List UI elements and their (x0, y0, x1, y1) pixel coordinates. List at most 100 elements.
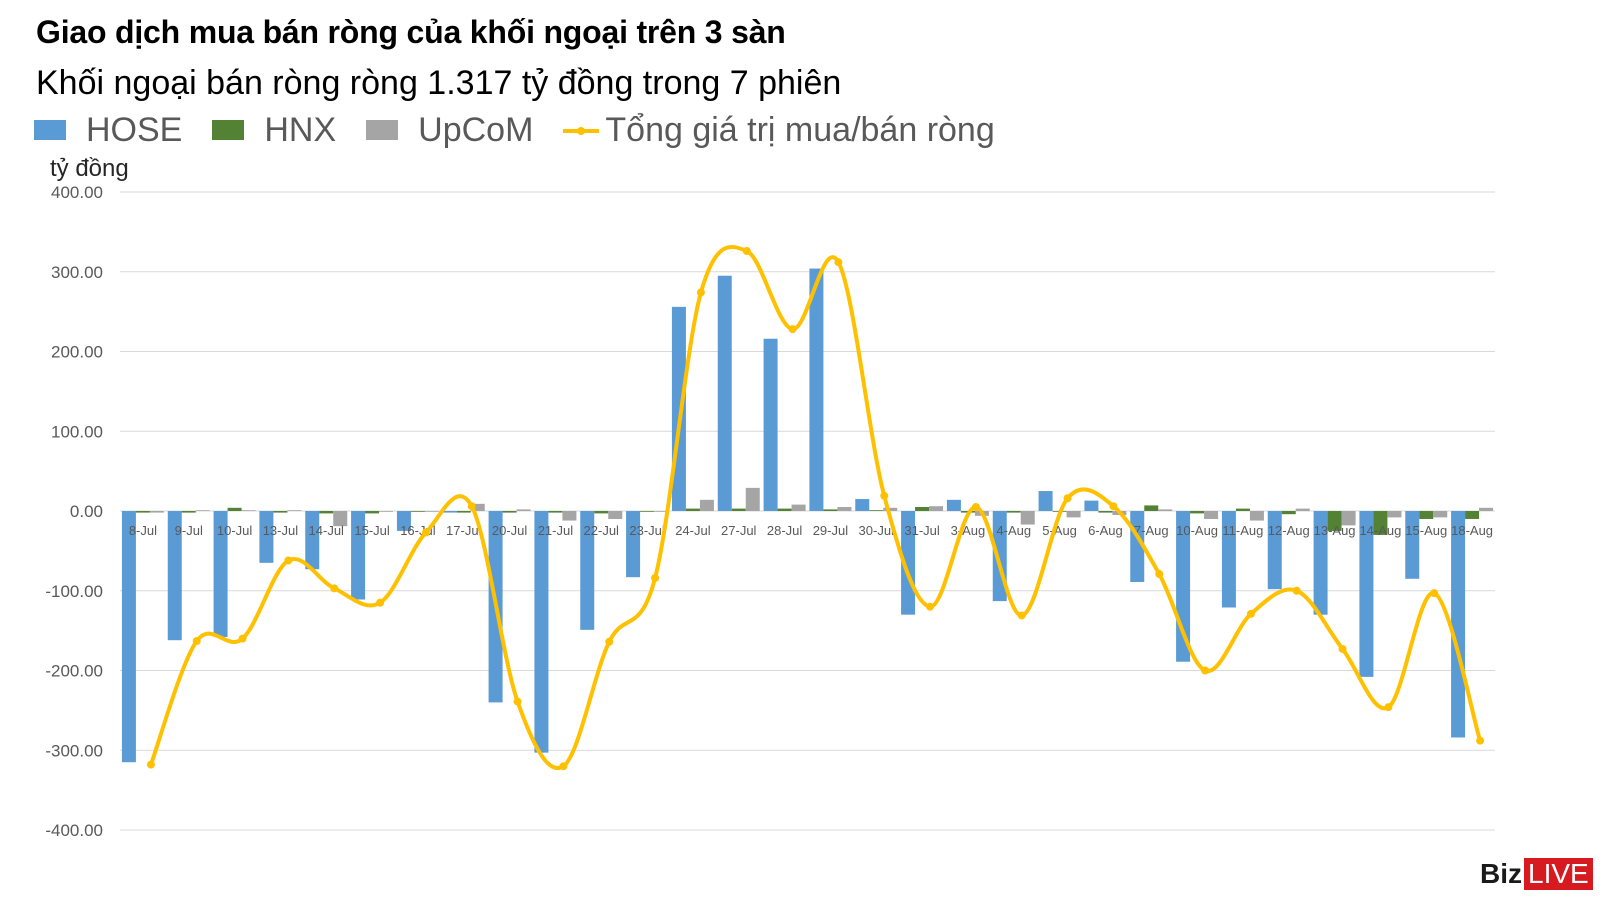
x-tick-label: 12-Aug (1268, 523, 1310, 538)
total-point (696, 288, 705, 297)
total-point (1063, 494, 1072, 503)
bar-hnx (1419, 511, 1434, 519)
bar-hose (534, 511, 549, 753)
bar-upcom (791, 504, 806, 511)
bar-upcom (837, 507, 852, 511)
bar-hose (1221, 511, 1236, 608)
y-axis-unit-label: tỷ đồng (50, 155, 129, 182)
bar-hose (763, 338, 778, 511)
bar-upcom (1387, 511, 1402, 518)
bar-hnx (869, 510, 884, 511)
legend-label-hose: HOSE (86, 110, 183, 149)
x-tick-label: 3-Aug (951, 523, 986, 538)
total-point (421, 528, 430, 537)
legend-label-total: Tổng giá trị mua/bán ròng (605, 110, 995, 149)
bar-hose (259, 511, 274, 563)
bar-hnx (273, 511, 288, 513)
bar-upcom (1066, 511, 1081, 518)
bar-hnx (1465, 511, 1480, 519)
bar-upcom (1249, 511, 1264, 521)
x-tick-label: 15-Aug (1405, 523, 1447, 538)
bar-hose (213, 511, 228, 638)
x-tick-label: 24-Jul (675, 523, 711, 538)
bar-hose (671, 306, 686, 511)
y-tick-label: 0.00 (70, 502, 103, 521)
bar-upcom (287, 510, 302, 511)
total-point (1430, 589, 1439, 598)
x-tick-label: 8-Jul (129, 523, 157, 538)
total-point (1109, 502, 1118, 511)
bar-hnx (640, 511, 655, 512)
bar-upcom (608, 511, 623, 519)
bizlive-logo: Biz LIVE (1480, 858, 1593, 890)
bar-hnx (1006, 511, 1021, 513)
bar-upcom (699, 499, 714, 511)
bar-upcom (1433, 511, 1448, 518)
bar-upcom (562, 511, 577, 521)
bar-upcom (1341, 511, 1356, 526)
bar-hose (809, 268, 824, 511)
total-point (788, 325, 797, 334)
bar-hnx (594, 511, 609, 514)
total-point (513, 697, 522, 706)
x-tick-label: 10-Aug (1176, 523, 1218, 538)
total-point (651, 573, 660, 582)
total-point (971, 503, 980, 512)
total-point (1384, 703, 1393, 712)
bar-hose (1451, 511, 1466, 738)
bar-upcom (470, 503, 485, 511)
bar-upcom (883, 507, 898, 511)
x-tick-label: 29-Jul (813, 523, 849, 538)
x-tick-label: 18-Aug (1451, 523, 1493, 538)
bar-hose (442, 511, 457, 513)
bar-hnx (319, 511, 334, 514)
logo-biz-text: Biz (1480, 858, 1522, 889)
total-point (1155, 570, 1164, 579)
bar-hose (167, 511, 182, 641)
total-point (146, 760, 155, 769)
legend-swatch-hnx (212, 120, 245, 140)
legend-item-upcom: UpCoM (366, 111, 533, 150)
total-point (238, 634, 247, 643)
x-tick-label: 15-Jul (354, 523, 390, 538)
bar-hnx (456, 511, 471, 513)
bar-upcom (929, 506, 944, 511)
bar-hnx (731, 508, 746, 511)
total-point (284, 556, 293, 565)
bar-hnx (1373, 511, 1388, 535)
bar-hose (1313, 511, 1328, 615)
y-tick-label: -200.00 (45, 662, 103, 681)
x-tick-label: 21-Jul (538, 523, 574, 538)
total-point (1201, 666, 1210, 675)
x-tick-label: 31-Jul (904, 523, 940, 538)
x-tick-label: 7-Aug (1134, 523, 1169, 538)
bar-upcom (1479, 507, 1494, 511)
x-tick-label: 14-Jul (309, 523, 345, 538)
bar-upcom (1204, 511, 1219, 519)
x-tick-label: 13-Aug (1314, 523, 1356, 538)
bar-hose (351, 511, 366, 600)
total-point (1292, 586, 1301, 595)
bar-hose (1405, 511, 1420, 579)
bar-hnx (1235, 508, 1250, 511)
bar-hnx (181, 511, 196, 513)
bar-hnx (502, 511, 517, 513)
y-tick-label: 200.00 (51, 343, 103, 362)
bar-hnx (915, 507, 930, 511)
x-tick-label: 11-Aug (1222, 523, 1263, 538)
legend-item-total: Tổng giá trị mua/bán ròng (563, 110, 995, 150)
bar-upcom (195, 510, 210, 511)
y-tick-label: -100.00 (45, 582, 103, 601)
bar-upcom (333, 511, 348, 527)
bar-hose (305, 511, 320, 570)
x-tick-label: 20-Jul (492, 523, 528, 538)
bar-upcom (1295, 508, 1310, 511)
x-tick-label: 6-Aug (1088, 523, 1123, 538)
bar-hnx (135, 511, 150, 513)
total-point (1476, 736, 1485, 745)
bar-hose (1267, 511, 1282, 590)
y-tick-label: 100.00 (51, 422, 103, 441)
total-point (926, 602, 935, 611)
bar-upcom (654, 511, 669, 512)
